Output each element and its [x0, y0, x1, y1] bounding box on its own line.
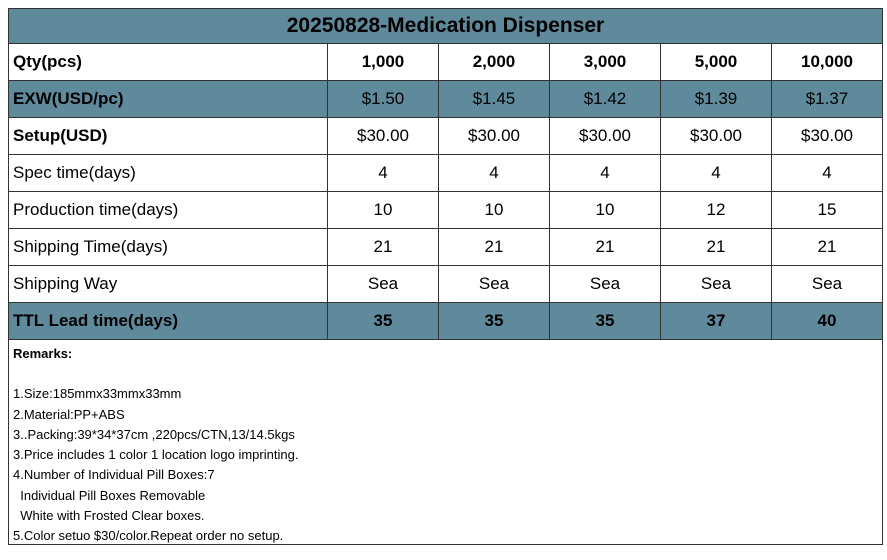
remark-line: 3..Packing:39*34*37cm ,220pcs/CTN,13/14.…	[13, 426, 295, 442]
cell: Sea	[438, 265, 550, 303]
title-row: 20250828-Medication Dispenser	[8, 8, 883, 44]
cell: Sea	[771, 265, 883, 303]
remarks: Remarks: 1.Size:185mmx33mmx33mm 2.Materia…	[8, 340, 883, 545]
row: Qty(pcs) 1,000 2,000 3,000 5,000 10,000	[8, 43, 883, 81]
row: TTL Lead time(days) 35 35 35 37 40	[8, 302, 883, 340]
cell: 21	[549, 228, 661, 266]
remark-line: White with Frosted Clear boxes.	[13, 508, 205, 524]
cell: 12	[660, 191, 772, 229]
row: Spec time(days) 4 4 4 4 4	[8, 154, 883, 192]
cell: $1.45	[438, 80, 550, 118]
row-label: TTL Lead time(days)	[8, 302, 328, 340]
cell: 10	[549, 191, 661, 229]
cell: 5,000	[660, 43, 772, 81]
row-label: Shipping Time(days)	[8, 228, 328, 266]
cell: $30.00	[438, 117, 550, 155]
remark-line: 3.Price includes 1 color 1 location logo…	[13, 447, 299, 463]
row-label: Setup(USD)	[8, 117, 328, 155]
row: Setup(USD) $30.00 $30.00 $30.00 $30.00 $30.00	[8, 117, 883, 155]
title: 20250828-Medication Dispenser	[8, 8, 883, 44]
remark-line: 5.Color setuo $30/color.Repeat order no …	[13, 528, 284, 544]
cell: 21	[771, 228, 883, 266]
quote-table: 20250828-Medication Dispenser Qty(pcs) 1,…	[8, 8, 883, 340]
row: Shipping Time(days) 21 21 21 21 21	[8, 228, 883, 266]
cell: Sea	[660, 265, 772, 303]
row: EXW(USD/pc) $1.50 $1.45 $1.42 $1.39 $1.37	[8, 80, 883, 118]
cell: 40	[771, 302, 883, 340]
cell: 2,000	[438, 43, 550, 81]
cell: Sea	[327, 265, 439, 303]
cell: Sea	[549, 265, 661, 303]
cell: 35	[327, 302, 439, 340]
row-label: Spec time(days)	[8, 154, 328, 192]
remark-line: Individual Pill Boxes Removable	[13, 487, 206, 503]
cell: 4	[771, 154, 883, 192]
table-body: 20250828-Medication Dispenser Qty(pcs) 1,…	[8, 8, 883, 340]
cell: 21	[438, 228, 550, 266]
cell: 35	[549, 302, 661, 340]
remark-line: 1.Size:185mmx33mmx33mm	[13, 386, 182, 402]
sheet: 20250828-Medication Dispenser Qty(pcs) 1,…	[8, 8, 883, 545]
row: Production time(days) 10 10 10 12 15	[8, 191, 883, 229]
row-label: Qty(pcs)	[8, 43, 328, 81]
remarks-heading: Remarks:	[13, 346, 73, 361]
cell: 37	[660, 302, 772, 340]
row-label: EXW(USD/pc)	[8, 80, 328, 118]
cell: $30.00	[327, 117, 439, 155]
cell: $30.00	[549, 117, 661, 155]
row: Shipping Way Sea Sea Sea Sea Sea	[8, 265, 883, 303]
cell: $1.39	[660, 80, 772, 118]
cell: 35	[438, 302, 550, 340]
remark-line: 4.Number of Individual Pill Boxes:7	[13, 467, 215, 483]
cell: 4	[549, 154, 661, 192]
cell: 3,000	[549, 43, 661, 81]
cell: $1.50	[327, 80, 439, 118]
row-label: Shipping Way	[8, 265, 328, 303]
cell: 10	[438, 191, 550, 229]
cell: 10	[327, 191, 439, 229]
cell: $1.42	[549, 80, 661, 118]
cell: $30.00	[771, 117, 883, 155]
cell: 15	[771, 191, 883, 229]
row-label: Production time(days)	[8, 191, 328, 229]
remark-line: 2.Material:PP+ABS	[13, 406, 125, 422]
cell: 4	[327, 154, 439, 192]
cell: 21	[660, 228, 772, 266]
cell: $30.00	[660, 117, 772, 155]
cell: 4	[438, 154, 550, 192]
cell: 4	[660, 154, 772, 192]
cell: 1,000	[327, 43, 439, 81]
cell: $1.37	[771, 80, 883, 118]
cell: 10,000	[771, 43, 883, 81]
cell: 21	[327, 228, 439, 266]
